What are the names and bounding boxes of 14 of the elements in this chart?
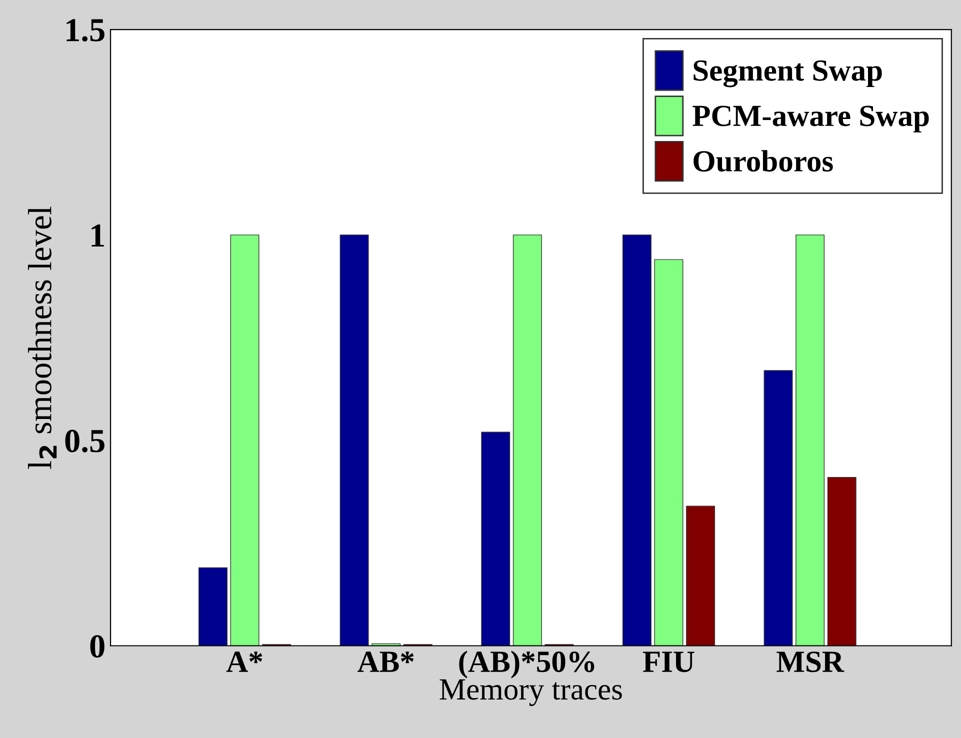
y-tick-label: 1.5: [66, 19, 104, 42]
legend-label: PCM-aware Swap: [692, 106, 929, 132]
y-tick-label: 1: [92, 224, 104, 246]
legend-label: Ouroboros: [694, 150, 833, 172]
x-tick-label: (AB)*50%: [459, 650, 594, 678]
x-tick-label: A*: [226, 652, 262, 672]
legend-label: Segment Swap: [694, 60, 882, 88]
y-axis-title: l$_{2}$ smoothness level: [28, 206, 57, 469]
x-axis-title: Memory traces: [440, 679, 622, 706]
x-tick-label: MSR: [776, 652, 844, 672]
x-tick-label: AB*: [358, 652, 414, 672]
y-tick-label: 0.5: [65, 430, 104, 452]
y-tick-label: 0: [90, 635, 104, 658]
x-tick-label: FIU: [642, 652, 694, 672]
